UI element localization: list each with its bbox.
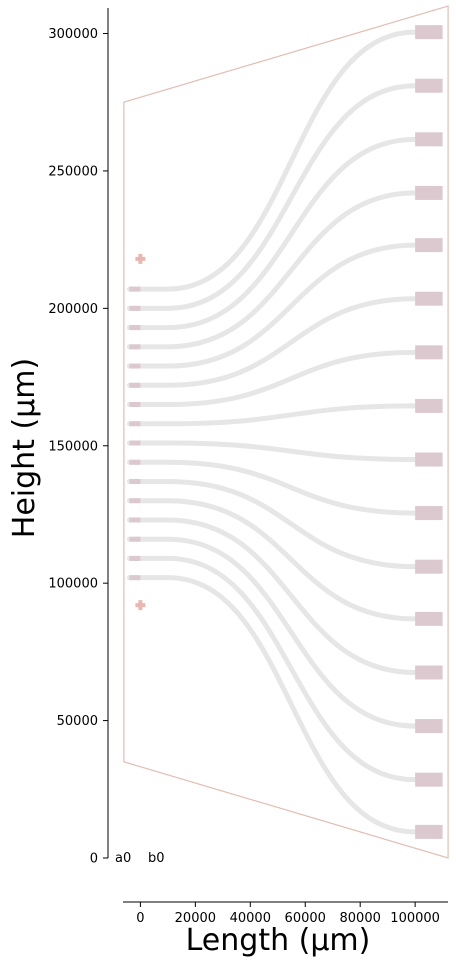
- output-port-12: [415, 665, 443, 680]
- output-port-2: [415, 132, 443, 147]
- x-tick-label-3: 60000: [285, 911, 326, 926]
- input-port-12: [129, 517, 141, 523]
- input-port-7: [129, 421, 141, 427]
- y-tick-label-3: 150000: [48, 439, 98, 454]
- alignment-marker-0: [135, 253, 146, 264]
- output-port-9: [415, 506, 443, 521]
- output-port-10: [415, 559, 443, 574]
- y-tick-label-4: 200000: [48, 302, 98, 317]
- y-tick-label-6: 300000: [48, 27, 98, 42]
- input-port-10: [129, 478, 141, 484]
- output-port-7: [415, 398, 443, 413]
- input-port-6: [129, 402, 141, 408]
- x-tick-label-4: 80000: [340, 911, 381, 926]
- corner-label-a0: a0: [115, 851, 131, 866]
- y-axis-title: Height (µm): [7, 358, 42, 538]
- input-port-4: [129, 363, 141, 369]
- output-port-13: [415, 719, 443, 734]
- output-port-0: [415, 25, 443, 40]
- y-tick-label-5: 250000: [48, 164, 98, 179]
- input-port-1: [129, 305, 141, 311]
- alignment-marker-1: [135, 600, 146, 611]
- input-port-3: [129, 344, 141, 350]
- chip-outline: [123, 5, 449, 859]
- ticks: 0 50000 100000 150000 200000 250000 300000 0 200…: [48, 27, 440, 926]
- waveguide-5: [126, 296, 432, 388]
- waveguide-10: [126, 478, 432, 570]
- output-port-3: [415, 185, 443, 200]
- x-tick-label-5: 100000: [390, 911, 440, 926]
- y-tick-label-0: 0: [90, 852, 98, 867]
- y-tick-label-1: 50000: [57, 714, 98, 729]
- waveguide-14: [126, 555, 432, 783]
- alignment-marker-v-0: [138, 253, 143, 264]
- input-port-9: [129, 459, 141, 465]
- alignment-marker-v-1: [138, 600, 143, 611]
- axes: [107, 8, 448, 903]
- input-port-15: [129, 575, 141, 581]
- input-port-0: [129, 286, 141, 292]
- waveguide-9: [126, 459, 432, 516]
- input-port-14: [129, 555, 141, 561]
- input-port-13: [129, 536, 141, 542]
- waveguide-7: [126, 403, 432, 427]
- plot-area: [123, 5, 449, 859]
- waveguide-8: [126, 440, 432, 462]
- x-axis-title: Length (µm): [186, 923, 371, 958]
- waveguide-6: [126, 349, 432, 408]
- x-tick-label-1: 20000: [175, 911, 216, 926]
- waveguide-12: [126, 517, 432, 675]
- output-port-14: [415, 772, 443, 787]
- output-port-6: [415, 345, 443, 360]
- output-port-15: [415, 824, 443, 839]
- waveguide-0: [126, 29, 432, 292]
- output-port-4: [415, 238, 443, 253]
- output-port-1: [415, 78, 443, 93]
- input-port-5: [129, 382, 141, 388]
- x-tick-label-0: 0: [136, 911, 144, 926]
- corner-label-b0: b0: [148, 851, 165, 866]
- x-tick-label-2: 40000: [230, 911, 271, 926]
- waveguide-11: [126, 498, 432, 622]
- waveguide-2: [126, 136, 432, 331]
- input-port-8: [129, 440, 141, 446]
- output-port-11: [415, 611, 443, 626]
- input-port-11: [129, 498, 141, 504]
- output-port-8: [415, 452, 443, 467]
- waveguide-1: [126, 83, 432, 311]
- waveguide-3: [126, 190, 432, 350]
- output-port-5: [415, 291, 443, 306]
- input-port-2: [129, 325, 141, 331]
- waveguide-4: [126, 242, 432, 369]
- waveguide-15: [126, 575, 432, 835]
- waveguide-13: [126, 536, 432, 729]
- y-tick-label-2: 100000: [48, 577, 98, 592]
